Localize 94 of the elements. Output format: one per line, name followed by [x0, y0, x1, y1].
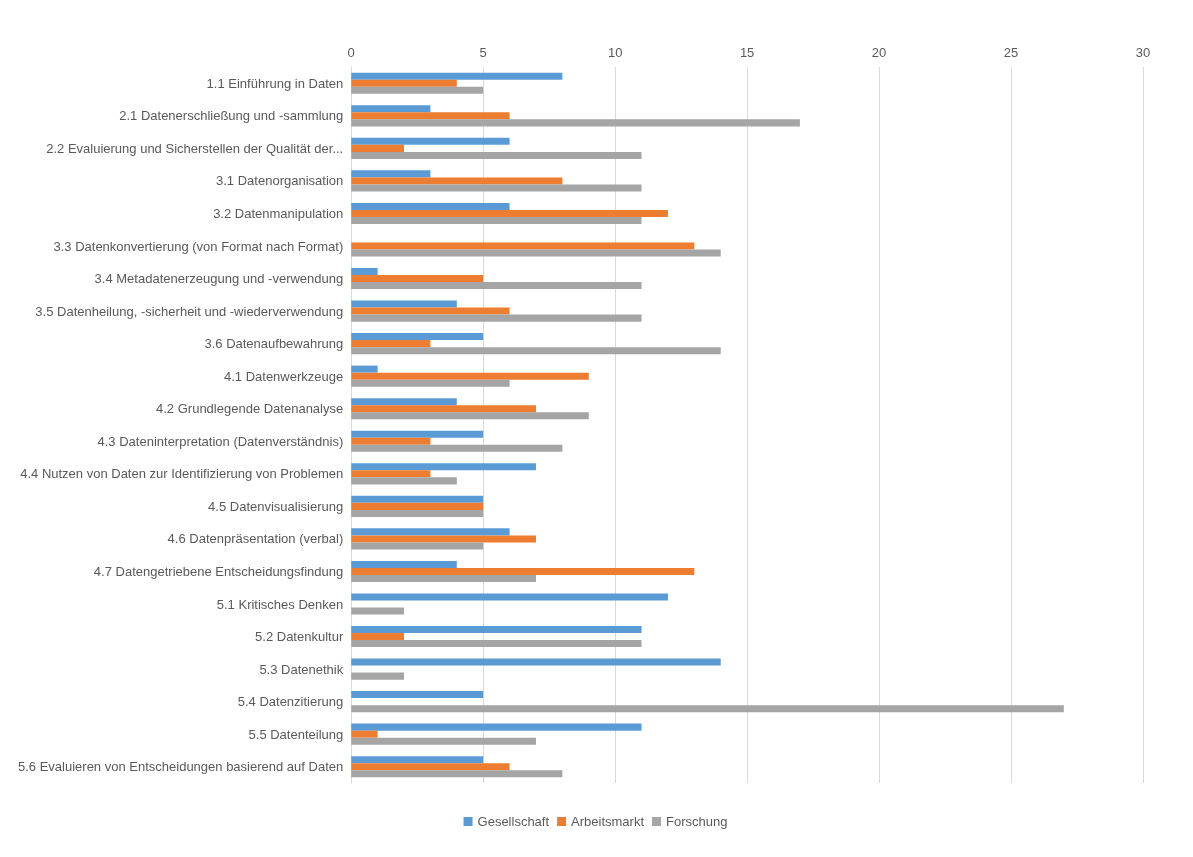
y-tick-label: 3.4 Metadatenerzeugung und -verwendung [94, 271, 344, 287]
bar [351, 470, 431, 478]
bar [351, 405, 536, 413]
legend-label: Forschung [666, 814, 728, 829]
bar [351, 151, 642, 159]
bar [351, 756, 484, 764]
bar [351, 307, 510, 315]
y-tick-label: 3.3 Datenkonvertierung (von Format nach Format) [53, 238, 344, 254]
y-tick-label: 2.1 Datenerschließung und -sammlung [119, 108, 344, 124]
x-tick-label: 25 [1003, 45, 1019, 60]
bar [351, 365, 378, 373]
y-tick-label: 4.6 Datenpräsentation (verbal) [167, 531, 344, 547]
legend-label: Arbeitsmarkt [571, 814, 645, 829]
y-tick-label: 3.1 Datenorganisation [216, 173, 344, 189]
x-tick-label: 15 [739, 45, 755, 60]
bar [351, 607, 405, 615]
bar [351, 282, 642, 290]
bar [351, 119, 800, 127]
bar [351, 560, 457, 568]
y-tick-label: 5.5 Datenteilung [248, 726, 344, 742]
bar [351, 412, 589, 420]
bar [351, 249, 721, 257]
bar [351, 112, 510, 120]
bar [351, 242, 695, 250]
y-tick-label: 4.2 Grundlegende Datenanalyse [156, 401, 344, 417]
y-tick-label: 2.2 Evaluierung und Sicherstellen der Qualität der... [46, 140, 344, 156]
bar [351, 535, 536, 543]
x-tick-label: 20 [871, 45, 887, 60]
x-tick-label: 0 [347, 45, 355, 60]
y-tick-label: 4.4 Nutzen von Daten zur Identifizierung von Problemen [20, 466, 344, 482]
bar [351, 437, 431, 445]
bar [351, 216, 642, 225]
bar [351, 528, 510, 536]
bar [351, 477, 457, 485]
bar [351, 72, 563, 80]
bar [351, 723, 642, 731]
bar [351, 398, 457, 406]
x-tick-label: 10 [607, 45, 623, 60]
bar [351, 593, 668, 601]
legend-label: Gesellschaft [477, 814, 550, 829]
y-tick-label: 1.1 Einführung in Daten [206, 75, 344, 91]
bar [351, 86, 484, 94]
y-tick-label: 5.2 Datenkultur [255, 629, 344, 645]
y-tick-label: 4.1 Datenwerkzeuge [223, 368, 344, 384]
bar [351, 574, 536, 583]
bar [351, 202, 510, 210]
y-tick-label: 5.1 Kritisches Denken [216, 596, 344, 612]
x-tick-label: 5 [479, 45, 487, 60]
bar [351, 730, 378, 738]
bar [351, 275, 484, 283]
bar [351, 347, 721, 355]
bar [351, 372, 589, 380]
x-tick-label: 30 [1135, 45, 1151, 60]
y-tick-label: 5.6 Evaluieren von Entscheidungen basierend auf Daten [17, 759, 344, 775]
bar [351, 267, 378, 276]
bar [351, 502, 484, 510]
bar [351, 705, 1064, 713]
y-tick-label: 3.5 Datenheilung, -sicherheit und -wiederverwendung [35, 303, 344, 319]
y-tick-label: 4.7 Datengetriebene Entscheidungsfindung [93, 563, 344, 579]
bar [351, 144, 405, 152]
bar [351, 177, 563, 185]
bar [351, 463, 536, 471]
y-tick-label: 5.4 Datenzitierung [237, 694, 344, 710]
bar [351, 184, 642, 192]
bar [351, 333, 484, 341]
bar [351, 379, 510, 387]
bar [351, 79, 457, 87]
bar [351, 430, 484, 438]
bar [351, 105, 431, 113]
bar [351, 672, 405, 680]
bar [351, 444, 563, 452]
bar [351, 137, 510, 145]
bar [351, 567, 695, 575]
y-tick-label: 4.3 Dateninterpretation (Datenverständnis) [97, 433, 344, 449]
bar [351, 691, 484, 699]
bar [351, 314, 642, 322]
y-tick-label: 3.2 Datenmanipulation [213, 205, 344, 221]
bar [351, 340, 431, 348]
bar [351, 640, 642, 648]
bar [351, 770, 563, 778]
y-tick-label: 4.5 Datenvisualisierung [208, 498, 344, 514]
bar [351, 625, 642, 634]
bar [351, 495, 484, 503]
bar [351, 633, 405, 641]
bar [351, 542, 484, 550]
bar [351, 300, 457, 308]
bar [351, 658, 721, 666]
bar [351, 209, 668, 217]
bar [351, 763, 510, 771]
bar [351, 737, 536, 745]
bar [351, 509, 484, 517]
y-tick-label: 5.3 Datenethik [259, 661, 344, 677]
bar [351, 170, 431, 178]
y-tick-label: 3.6 Datenaufbewahrung [204, 336, 344, 352]
